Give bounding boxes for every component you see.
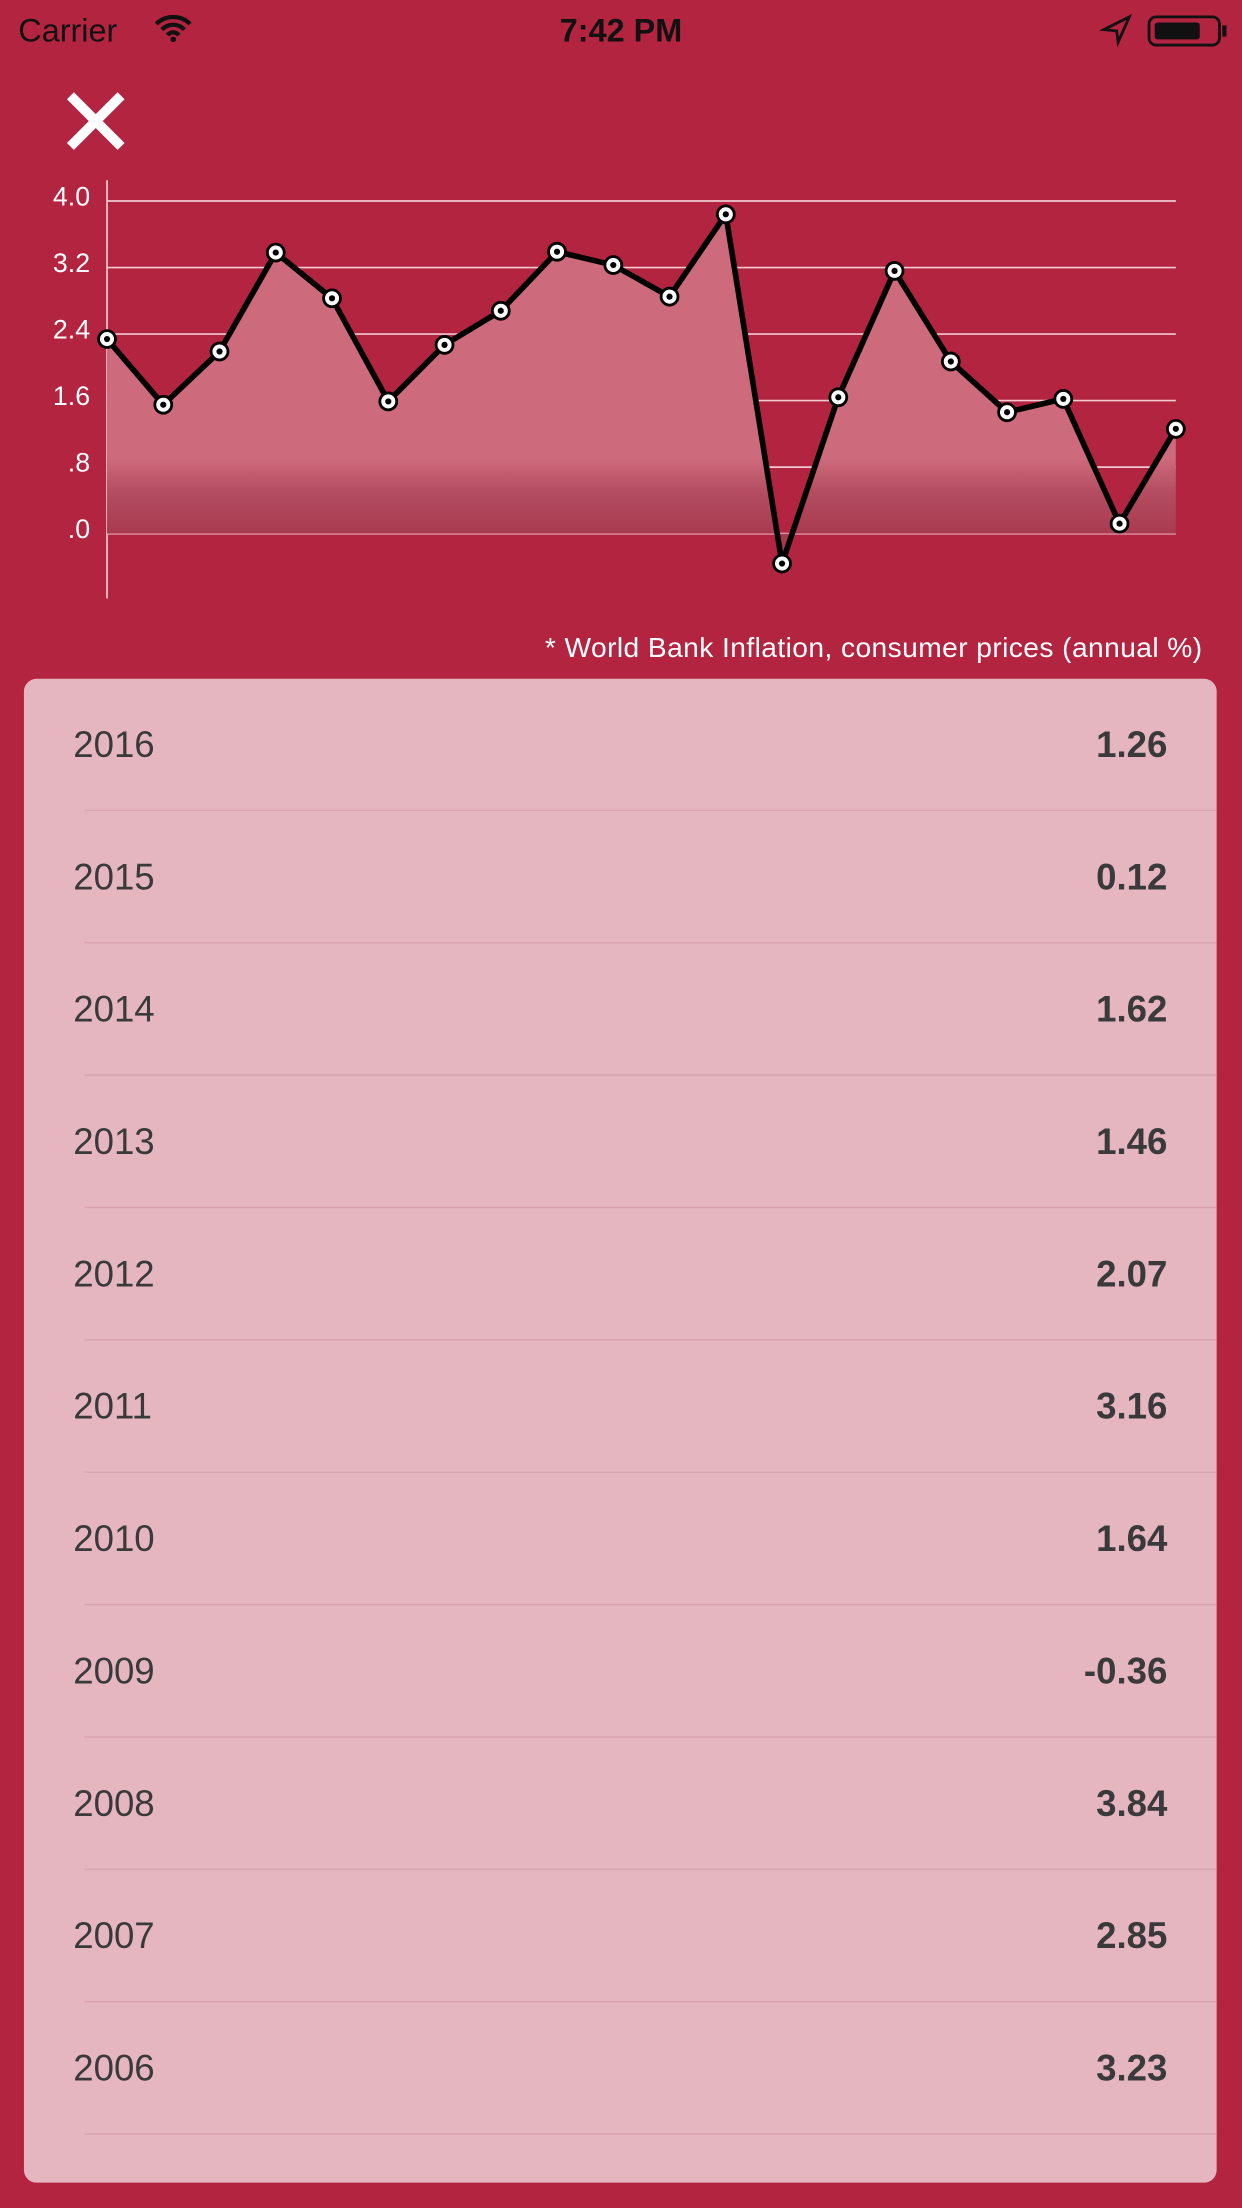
value-cell: 2.07 [1096,1252,1168,1295]
clock: 7:42 PM [559,11,683,49]
point-dot [722,211,729,218]
point-dot [441,341,448,348]
point-dot [272,249,279,256]
point-dot [103,335,111,343]
point-dot [778,560,786,567]
point-dot [947,358,954,365]
y-tick-label: .0 [68,514,90,544]
status-icons [1099,13,1227,48]
value-cell: 1.26 [1096,723,1168,766]
year-cell: 2008 [73,1782,155,1825]
y-tick-label: 1.6 [53,381,90,411]
table-row[interactable]: 2011 3.16 [24,1341,1217,1473]
value-cell: 3.16 [1096,1384,1168,1428]
point-dot [1172,425,1179,432]
footnote: * World Bank Inflation, consumer prices … [544,632,1203,664]
y-tick-label: 3.2 [53,248,90,278]
table-row[interactable]: 2016 1.26 [24,679,1217,812]
point-dot [216,348,223,355]
point-dot [666,293,673,300]
point-dot [328,295,336,302]
point-dot [553,248,561,255]
status-bar: Carrier 7:42 PM [0,0,1242,62]
value-cell: 1.64 [1096,1517,1168,1560]
table-row[interactable]: 2006 3.23 [24,2002,1217,2135]
point-dot [160,401,167,408]
year-cell: 2013 [73,1120,155,1163]
table: 2016 1.26 2015 0.12 2014 1.62 2013 1.46 2012 2.07… [23,678,1217,2183]
wifi-icon [154,14,192,43]
value-cell: 1.62 [1096,987,1168,1031]
line [104,211,1179,567]
value-cell: 0.12 [1096,855,1168,898]
year-cell: 2010 [73,1517,155,1560]
point-dot [835,394,842,401]
year-cell: 2011 [73,1384,152,1428]
y-tick-label: .8 [68,447,90,477]
carrier: Carrier [18,11,118,49]
year-cell: 2012 [73,1252,155,1295]
table-row[interactable]: 2013 1.46 [24,1076,1217,1209]
y-tick-label: 2.4 [53,314,90,344]
value-cell: 1.46 [1096,1120,1168,1163]
value-cell: 2.85 [1096,1914,1168,1957]
point-dot [610,261,617,269]
value-cell: 3.84 [1096,1782,1168,1825]
point-dot [1060,395,1067,403]
year-cell: 2015 [73,855,155,898]
year-cell: 2014 [73,987,155,1031]
table-row[interactable]: 2010 1.64 [24,1473,1217,1606]
table-row[interactable]: 2014 1.62 [24,943,1217,1076]
point-dot [385,398,392,405]
year-cell: 2006 [73,2046,155,2090]
close-button[interactable] [63,90,128,152]
chart: .0 .8 1.6 2.4 3.2 4.0 [53,180,1186,599]
area [107,214,1176,564]
point-dot [891,267,898,274]
table-row[interactable]: 2015 0.12 [24,811,1217,944]
year-cell: 2007 [73,1914,155,1957]
point-dot [1003,409,1011,416]
y-tick-label: 4.0 [53,181,90,211]
table-row[interactable]: 2012 2.07 [24,1208,1217,1341]
table-row[interactable]: 2009 -0.36 [24,1605,1217,1738]
table-row[interactable]: 2007 2.85 [24,1870,1217,2003]
value-cell: -0.36 [1083,1649,1168,1692]
point-dot [1116,520,1123,527]
year-cell: 2016 [73,723,155,766]
point-dot [497,307,504,314]
value-cell: 3.23 [1096,2046,1168,2090]
table-row[interactable]: 2008 3.84 [24,1738,1217,1871]
year-cell: 2009 [73,1649,155,1692]
